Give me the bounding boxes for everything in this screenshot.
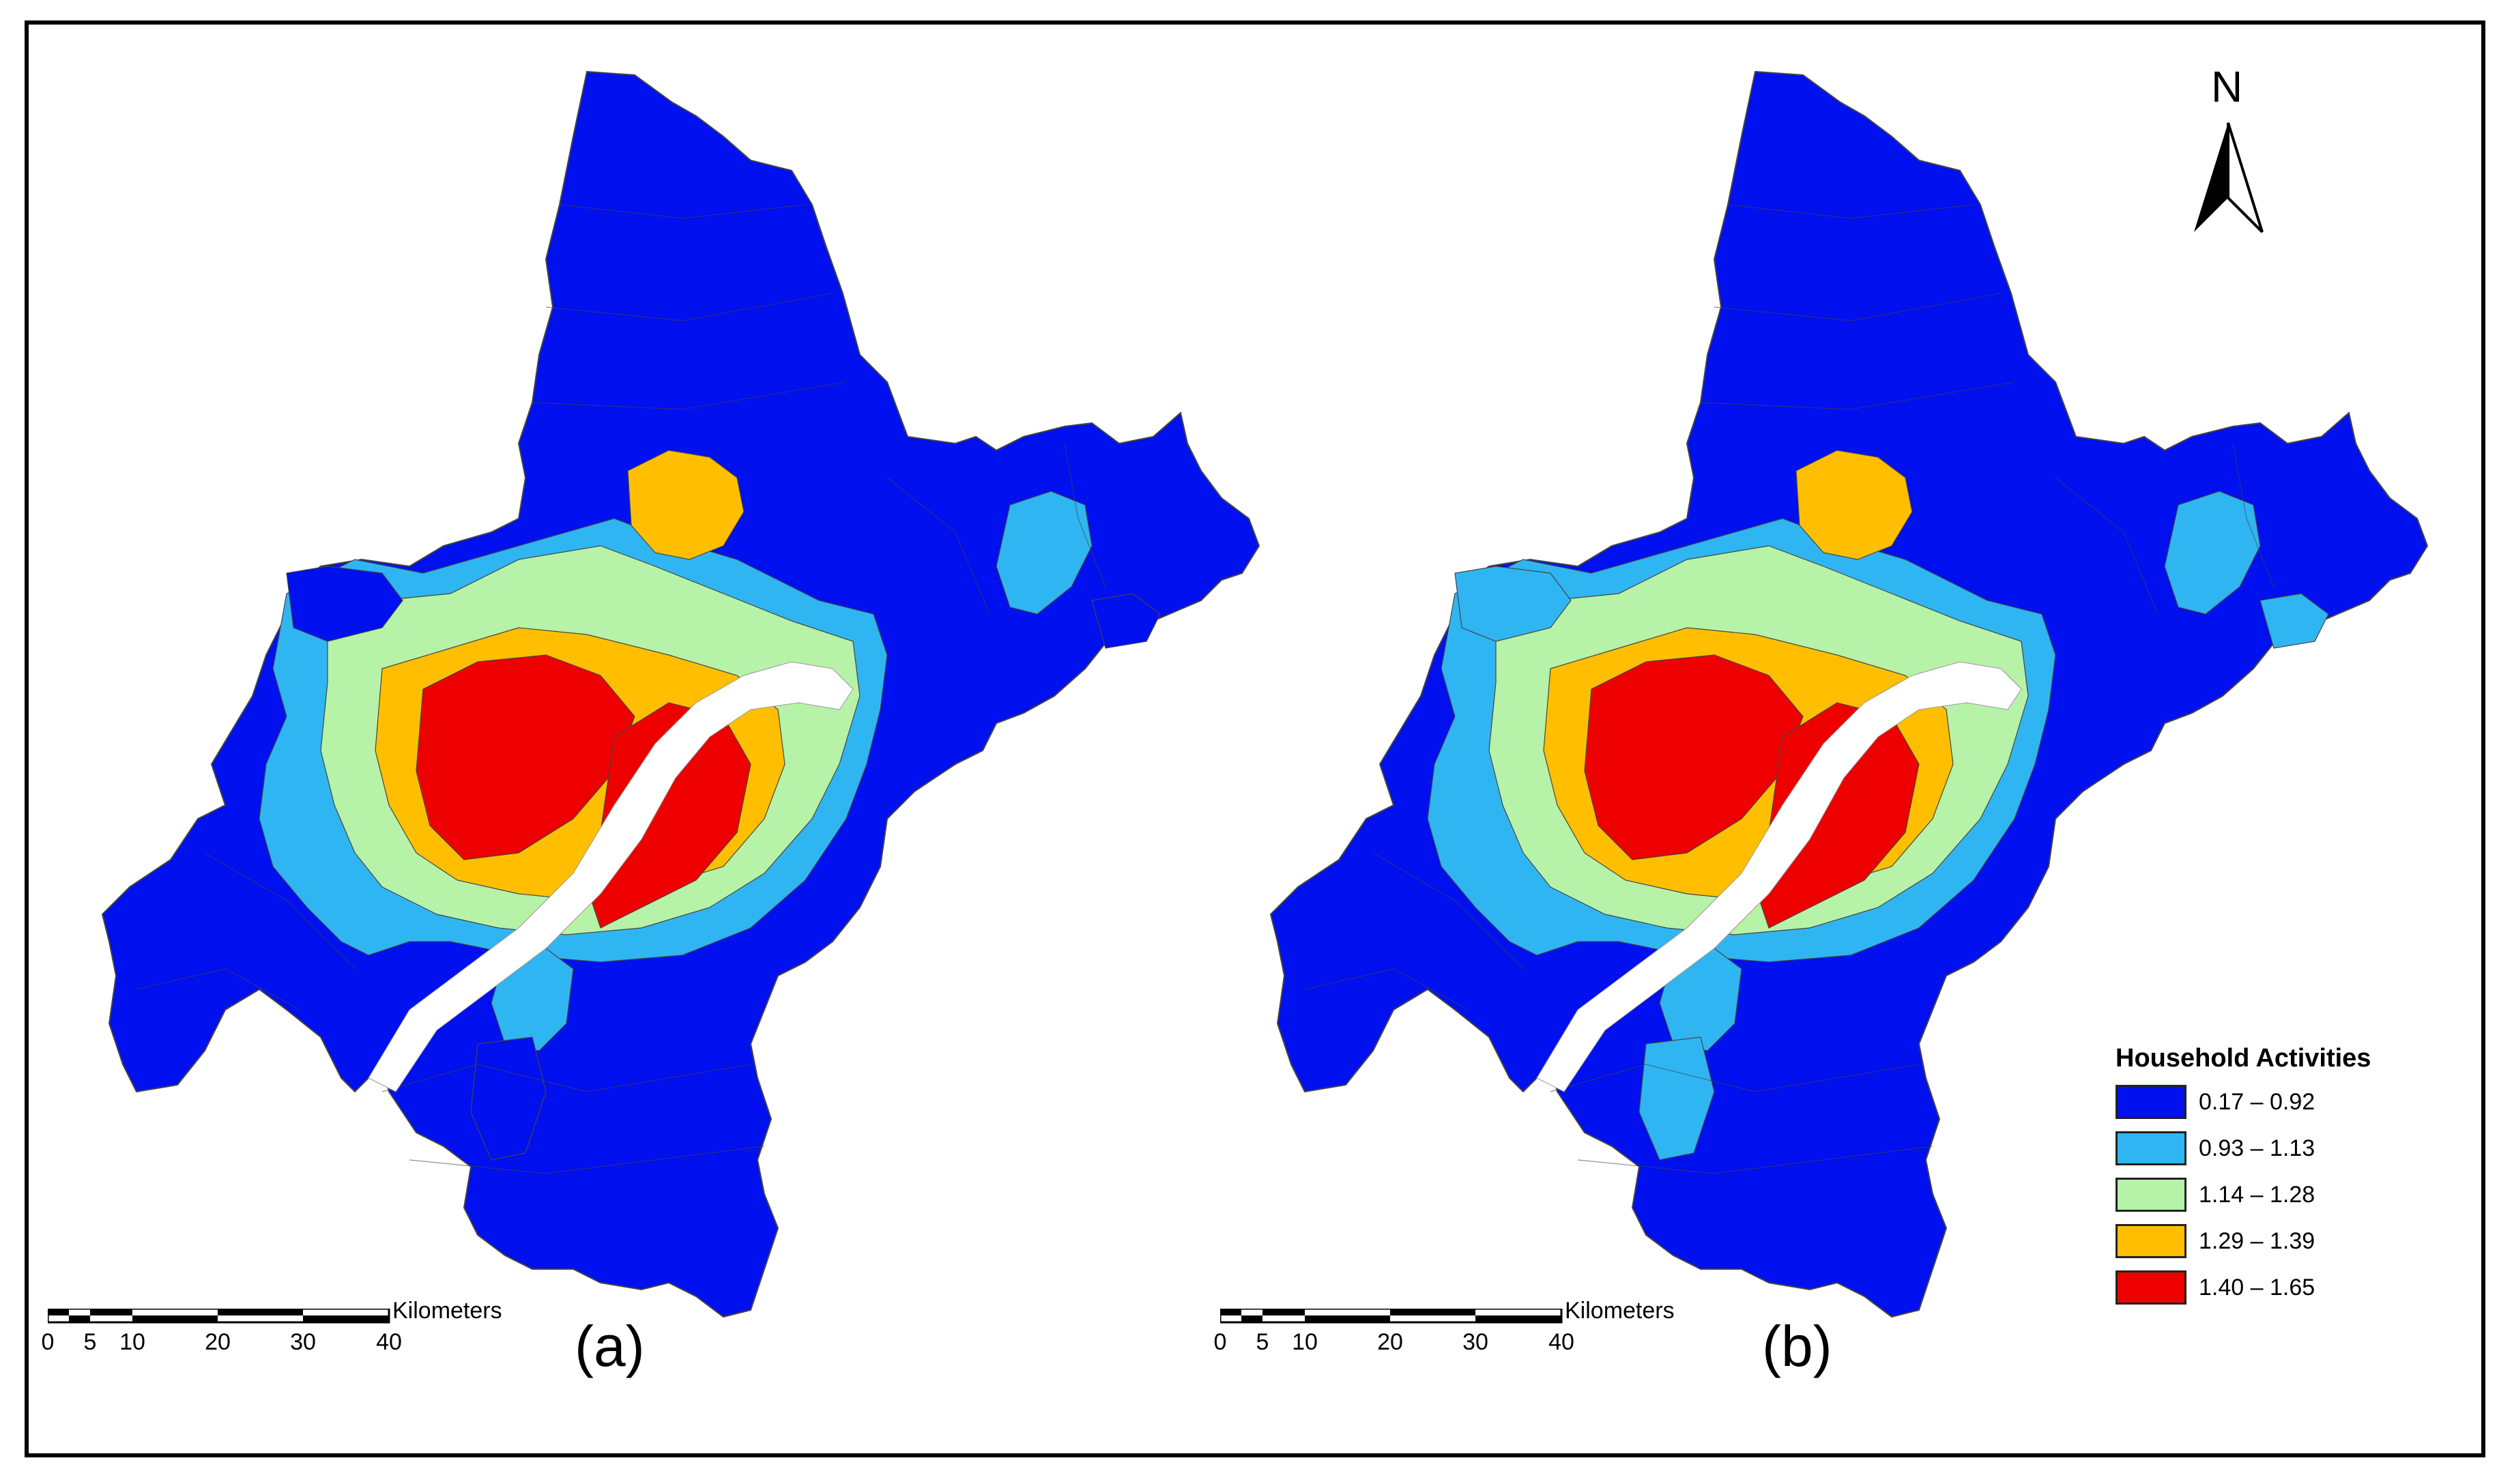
- scale-tick: 20: [1377, 1329, 1403, 1355]
- district-boundary: [136, 968, 301, 1010]
- legend-item: 0.93 – 1.13: [2116, 1129, 2429, 1167]
- legend-title: Household Activities: [2116, 1044, 2371, 1073]
- scale-tick: 30: [1462, 1329, 1488, 1355]
- legend-label: 1.29 – 1.39: [2199, 1227, 2315, 1254]
- legend-label: 0.93 – 1.13: [2199, 1135, 2315, 1161]
- river: [1536, 661, 2022, 1092]
- zone-orange-north: [1795, 450, 1913, 560]
- scale-unit-label: Kilometers: [392, 1298, 502, 1324]
- legend-item: 1.14 – 1.28: [2116, 1176, 2429, 1214]
- legend-swatch: [2116, 1224, 2186, 1258]
- zone-blue-east-edge: [2260, 593, 2329, 649]
- legend: Household Activities 0.17 – 0.92 0.93 – …: [2116, 1044, 2429, 1315]
- district-boundary: [409, 1146, 765, 1174]
- legend-item: 0.17 – 0.92: [2116, 1083, 2429, 1121]
- district-boundary: [2232, 443, 2275, 587]
- panel-label-a: (a): [575, 1314, 645, 1378]
- scale-tick: 0: [41, 1329, 55, 1355]
- legend-label: 1.14 – 1.28: [2199, 1181, 2315, 1208]
- district-boundary: [2055, 477, 2159, 615]
- district-boundary: [1372, 852, 1524, 970]
- zone-blue-east-edge: [1091, 593, 1161, 649]
- scale-tick: 20: [205, 1329, 231, 1355]
- zone-light-blue-south-b: [1638, 1036, 1715, 1161]
- river: [368, 661, 854, 1092]
- map-panel-a: [101, 70, 1260, 1318]
- legend-item: 1.40 – 1.65: [2116, 1268, 2429, 1307]
- legend-swatch: [2116, 1131, 2186, 1165]
- zone-blue-west: [286, 566, 403, 642]
- scale-unit-label: Kilometers: [1565, 1298, 1675, 1324]
- scale-tick: 30: [290, 1329, 316, 1355]
- north-arrow-label: N: [2211, 62, 2243, 111]
- district-boundary: [886, 477, 990, 615]
- legend-swatch: [2116, 1178, 2186, 1212]
- scale-tick: 5: [1256, 1329, 1269, 1355]
- district-boundary: [1714, 293, 2002, 321]
- north-arrow-icon: [2194, 122, 2264, 233]
- zone-light-blue-south-b: [470, 1036, 547, 1161]
- scale-bar-graphic: [48, 1309, 390, 1324]
- district-boundary: [1304, 968, 1469, 1010]
- scale-tick: 40: [1548, 1329, 1574, 1355]
- district-boundary: [204, 852, 356, 970]
- zone-light-blue-east: [2164, 491, 2261, 615]
- zone-blue-west: [1454, 566, 1572, 642]
- scale-tick: 40: [376, 1329, 402, 1355]
- scale-tick: 5: [83, 1329, 97, 1355]
- district-boundary: [532, 381, 847, 410]
- district-boundary: [381, 1064, 751, 1092]
- panel-label-b: (b): [1762, 1314, 1832, 1378]
- scale-tick: 0: [1213, 1329, 1227, 1355]
- district-boundary: [1727, 204, 1974, 219]
- scale-bar-graphic: [1220, 1309, 1563, 1324]
- district-boundary: [1550, 1064, 1920, 1092]
- zone-red-west: [416, 654, 635, 860]
- legend-label: 0.17 – 0.92: [2199, 1088, 2315, 1115]
- zone-orange-north: [627, 450, 745, 560]
- scale-tick: 10: [119, 1329, 145, 1355]
- legend-label: 1.40 – 1.65: [2199, 1274, 2315, 1300]
- district-boundary: [559, 204, 806, 219]
- zone-light-blue-east: [996, 491, 1093, 615]
- legend-item: 1.29 – 1.39: [2116, 1222, 2429, 1260]
- district-boundary: [1064, 443, 1106, 587]
- figure-frame: [25, 20, 2485, 1457]
- district-boundary: [545, 293, 833, 321]
- scale-tick: 10: [1292, 1329, 1318, 1355]
- legend-swatch: [2116, 1270, 2186, 1305]
- legend-swatch: [2116, 1085, 2186, 1119]
- zone-red-west: [1584, 654, 1804, 860]
- district-boundary: [1700, 381, 2015, 410]
- map-panel-b: [1269, 70, 2429, 1318]
- district-boundary: [1577, 1146, 1933, 1174]
